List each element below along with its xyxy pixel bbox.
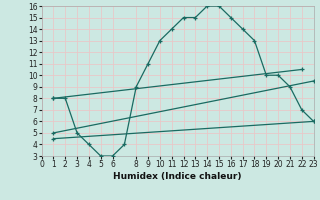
X-axis label: Humidex (Indice chaleur): Humidex (Indice chaleur): [113, 172, 242, 181]
